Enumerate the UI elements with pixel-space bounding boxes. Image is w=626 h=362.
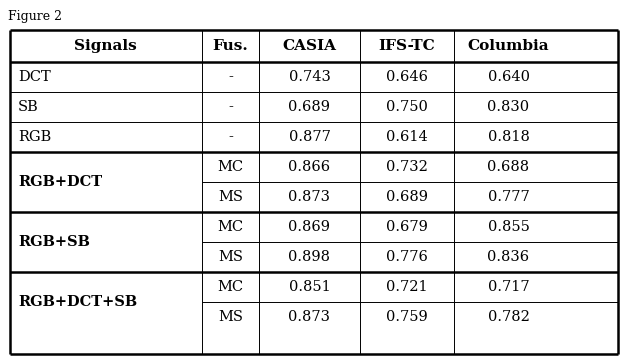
Text: 0.866: 0.866	[289, 160, 331, 174]
Text: 0.732: 0.732	[386, 160, 428, 174]
Text: 0.818: 0.818	[488, 130, 530, 144]
Text: 0.614: 0.614	[386, 130, 428, 144]
Text: MS: MS	[218, 310, 243, 324]
Text: 0.877: 0.877	[289, 130, 331, 144]
Text: -: -	[228, 130, 233, 144]
Text: MS: MS	[218, 190, 243, 204]
Text: 0.717: 0.717	[488, 280, 530, 294]
Text: DCT: DCT	[18, 70, 51, 84]
Text: Figure 2: Figure 2	[8, 10, 62, 23]
Text: 0.782: 0.782	[488, 310, 530, 324]
Text: 0.851: 0.851	[289, 280, 331, 294]
Text: 0.776: 0.776	[386, 250, 428, 264]
Text: 0.869: 0.869	[289, 220, 331, 234]
Text: 0.759: 0.759	[386, 310, 428, 324]
Text: -: -	[228, 100, 233, 114]
Text: MC: MC	[217, 160, 244, 174]
Text: 0.689: 0.689	[289, 100, 331, 114]
Text: 0.679: 0.679	[386, 220, 428, 234]
Text: 0.689: 0.689	[386, 190, 428, 204]
Text: MC: MC	[217, 280, 244, 294]
Text: 0.830: 0.830	[488, 100, 530, 114]
Text: IFS-TC: IFS-TC	[378, 39, 435, 53]
Text: RGB+DCT+SB: RGB+DCT+SB	[18, 295, 137, 309]
Text: 0.873: 0.873	[289, 190, 331, 204]
Text: 0.640: 0.640	[488, 70, 530, 84]
Text: 0.898: 0.898	[289, 250, 331, 264]
Text: 0.750: 0.750	[386, 100, 428, 114]
Text: RGB: RGB	[18, 130, 51, 144]
Text: MS: MS	[218, 250, 243, 264]
Text: 0.873: 0.873	[289, 310, 331, 324]
Text: 0.646: 0.646	[386, 70, 428, 84]
Text: CASIA: CASIA	[282, 39, 336, 53]
Text: RGB+DCT: RGB+DCT	[18, 175, 102, 189]
Text: -: -	[228, 70, 233, 84]
Text: RGB+SB: RGB+SB	[18, 235, 90, 249]
Text: SB: SB	[18, 100, 39, 114]
Text: 0.836: 0.836	[488, 250, 530, 264]
Text: 0.777: 0.777	[488, 190, 530, 204]
Text: 0.743: 0.743	[289, 70, 331, 84]
Text: MC: MC	[217, 220, 244, 234]
Text: Fus.: Fus.	[212, 39, 249, 53]
Text: 0.688: 0.688	[488, 160, 530, 174]
Text: 0.855: 0.855	[488, 220, 530, 234]
Text: 0.721: 0.721	[386, 280, 428, 294]
Text: Columbia: Columbia	[468, 39, 550, 53]
Text: Signals: Signals	[74, 39, 137, 53]
